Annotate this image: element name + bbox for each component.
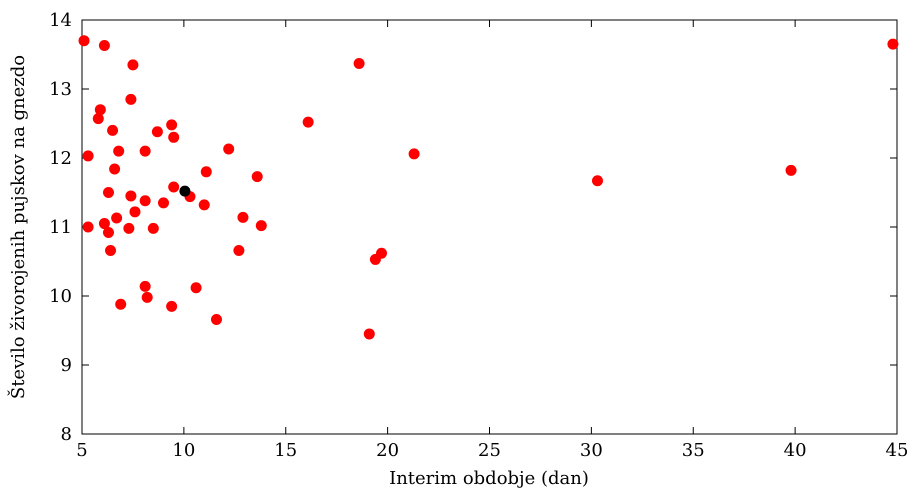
data-point [139, 145, 151, 157]
y-tick-label: 10 [49, 286, 72, 307]
axis-ticks [81, 19, 898, 435]
data-point [190, 282, 202, 294]
y-tick-label: 11 [49, 217, 72, 238]
data-point [147, 222, 159, 234]
data-points [78, 35, 899, 340]
y-tick-label: 12 [49, 148, 72, 169]
data-point [158, 197, 169, 209]
data-point [302, 116, 314, 128]
data-point [115, 298, 127, 310]
data-point [198, 199, 210, 211]
data-point [251, 171, 263, 183]
data-point [591, 175, 603, 187]
data-point [408, 148, 420, 160]
y-tick-label: 8 [61, 424, 72, 445]
data-point [255, 220, 267, 232]
x-tick-label: 15 [274, 440, 297, 461]
data-point [125, 93, 137, 105]
data-point [98, 40, 110, 52]
x-tick-label: 40 [784, 440, 807, 461]
x-tick-label: 10 [172, 440, 195, 461]
data-point [105, 244, 117, 256]
y-tick-label: 13 [49, 79, 72, 100]
data-point [129, 206, 141, 218]
data-point [102, 227, 114, 239]
data-point [82, 221, 94, 233]
x-tick-label: 45 [886, 440, 909, 461]
x-tick-label: 20 [376, 440, 399, 461]
data-point [139, 195, 151, 207]
data-point [113, 145, 125, 157]
data-point [223, 143, 235, 155]
data-point [78, 35, 90, 47]
plot-frame [81, 19, 898, 435]
data-point [233, 244, 245, 256]
y-axis-title: Število živorojenih pujskov na gnezdo [6, 55, 29, 399]
data-point [353, 57, 365, 69]
data-point [369, 253, 381, 265]
data-point [111, 212, 123, 224]
x-tick-label: 5 [76, 440, 87, 461]
highlighted-data-point [179, 185, 191, 197]
tick-labels: 5 10 15 20 25 30 35 40 45 8 9 10 11 12 13 14 [49, 10, 908, 461]
data-point [237, 211, 249, 223]
data-point [168, 131, 180, 143]
data-point [785, 164, 797, 176]
data-point [166, 300, 178, 312]
data-point [123, 222, 135, 234]
data-point [139, 280, 151, 292]
x-axis-title: Interim obdobje (dan) [389, 468, 589, 489]
data-point [166, 119, 178, 131]
data-point [107, 124, 119, 136]
x-tick-label: 30 [580, 440, 603, 461]
data-point [151, 126, 163, 138]
data-point [82, 150, 94, 162]
data-point [94, 104, 106, 116]
data-point [168, 181, 180, 193]
data-point [363, 328, 375, 340]
data-point [109, 163, 121, 175]
data-point [887, 38, 899, 50]
data-point [127, 59, 139, 71]
data-point [92, 113, 104, 125]
data-point [102, 187, 114, 198]
y-tick-label: 9 [61, 355, 72, 376]
data-point [210, 313, 222, 325]
data-point [98, 218, 110, 230]
x-tick-label: 25 [478, 440, 501, 461]
data-point [125, 190, 137, 202]
x-tick-label: 35 [682, 440, 705, 461]
y-tick-label: 14 [49, 10, 72, 31]
data-point [200, 166, 212, 178]
data-point [141, 291, 153, 303]
